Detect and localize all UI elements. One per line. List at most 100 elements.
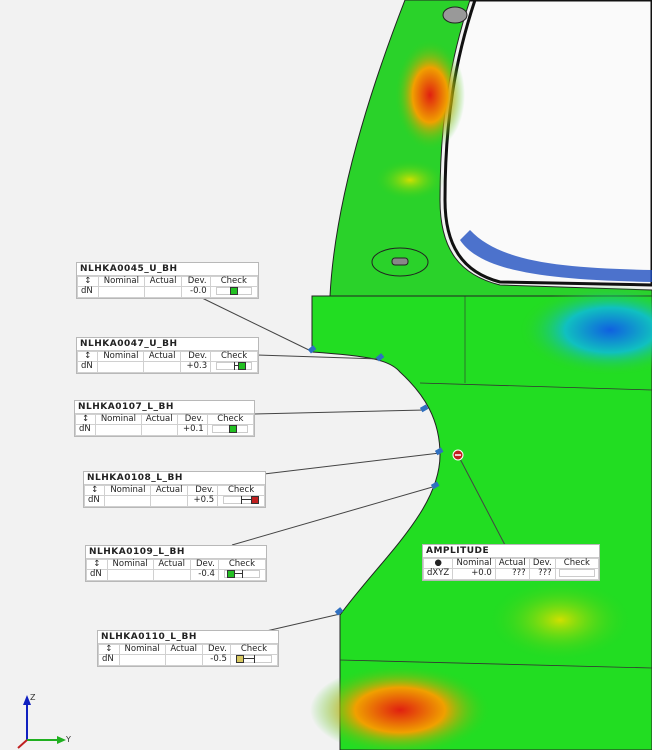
measurement-label[interactable]: NLHKA0047_U_BH ↕ Nominal Actual Dev. Check d… [76,337,259,374]
column-header: Actual [150,485,189,496]
cell: +0.5 [187,495,219,507]
leader-line [261,613,341,633]
column-header: Check [206,414,255,425]
column-header: ↕ [76,351,99,362]
measurement-label[interactable]: NLHKA0107_L_BH ↕ Nominal Actual Dev. Check d… [74,400,255,437]
check-center-tick [253,655,255,663]
label-table: ↕ Nominal Actual Dev. Check dN +0.3 [76,351,258,373]
header-row: ↕ Nominal Actual Dev. Check [83,485,265,496]
measurement-label[interactable]: NLHKA0110_L_BH ↕ Nominal Actual Dev. Check d… [97,630,279,667]
column-header: ● [422,558,454,569]
window-opening [443,0,652,287]
leader-lines [199,296,506,633]
cell: dN [74,424,97,436]
check-indicator [215,287,252,295]
measurement-point[interactable] [307,345,317,354]
column-header: Nominal [97,276,146,287]
axis-y-label: Y [65,735,71,744]
cell [106,569,154,581]
column-header: Dev. [181,276,211,287]
column-header: Actual [164,644,203,655]
cell [144,286,183,298]
leader-line [263,452,441,475]
check-indicator [558,569,595,577]
column-header: Actual [143,351,182,362]
measurement-points [307,345,444,616]
column-header: Check [554,558,600,569]
leader-line [457,454,506,546]
check-cell [210,361,258,373]
column-header: Actual [152,559,191,570]
label-title: NLHKA0110_L_BH [98,631,278,644]
cell [97,361,145,373]
label-title: NLHKA0107_L_BH [75,401,254,414]
axis-triad: Z Y [17,693,71,749]
leader-line [199,296,314,353]
column-header: ↕ [86,559,108,570]
measurement-label[interactable]: NLHKA0108_L_BH ↕ Nominal Actual Dev. Check d… [83,471,266,508]
measurement-label[interactable]: NLHKA0045_U_BH ↕ Nominal Actual Dev. Check d… [76,262,259,299]
check-cell [554,568,600,580]
header-row: ↕ Nominal Actual Dev. Check [76,351,258,362]
leader-line [256,354,381,360]
cell [150,495,189,507]
column-header: Dev. [187,485,219,496]
check-indicator [223,570,260,578]
column-header: Dev. [180,351,212,362]
measurement-point[interactable] [434,447,444,456]
label-title: AMPLITUDE [423,545,599,558]
label-table: ● Nominal Actual Dev. Check dXYZ +0.0?????? [422,558,600,580]
value-row: dXYZ +0.0?????? [422,568,600,580]
column-header: Dev. [528,558,556,569]
amplitude-label[interactable]: AMPLITUDE ● Nominal Actual Dev. Check dXYZ +0… [422,544,600,581]
column-header: Actual [494,558,530,569]
label-table: ↕ Nominal Actual Dev. Check dN -0.5 [98,644,279,666]
body-crease-line [419,382,652,391]
header-row: ↕ Nominal Actual Dev. Check [74,414,255,425]
cell: +0.1 [176,424,208,436]
header-row: ● Nominal Actual Dev. Check [422,558,600,569]
check-indicator [235,655,272,663]
deviation-hotspot [310,665,490,750]
check-center-tick [241,570,243,578]
check-cell [209,286,259,298]
column-header: Nominal [95,414,142,425]
column-header: Nominal [118,644,166,655]
y-axis-arrow-icon [57,736,66,744]
column-header: Check [209,276,259,287]
label-table: ↕ Nominal Actual Dev. Check dN +0.5 [83,485,265,507]
cell: -0.4 [189,569,219,581]
cell: ??? [494,568,530,580]
check-cell [217,569,267,581]
column-header: Nominal [106,559,154,570]
cell: +0.3 [180,361,212,373]
column-header: ↕ [74,414,97,425]
cell [140,424,178,436]
column-header: Actual [144,276,183,287]
deviation-hotspot [490,580,630,660]
measurement-label[interactable]: NLHKA0109_L_BH ↕ Nominal Actual Dev. Check d… [85,545,267,582]
column-header: Check [229,644,279,655]
cell [97,286,146,298]
check-status-marker [251,496,260,504]
check-deviation-bar [239,658,254,659]
cell [143,361,182,373]
cell: ??? [528,568,556,580]
header-row: ↕ Nominal Actual Dev. Check [86,559,267,570]
measurement-point[interactable] [419,404,429,413]
deviation-hotspot [375,160,445,200]
measurement-point[interactable] [375,353,385,362]
label-table: ↕ Nominal Actual Dev. Check dN +0.1 [74,414,255,436]
check-status-marker [229,425,238,433]
label-title: NLHKA0108_L_BH [84,472,265,485]
measurement-point[interactable] [430,481,440,490]
label-title: NLHKA0045_U_BH [77,263,258,276]
cell: dN [98,654,120,666]
body-crease-line [339,659,652,669]
column-header: Check [217,485,265,496]
header-row: ↕ Nominal Actual Dev. Check [77,276,259,287]
measurement-point[interactable] [334,607,344,616]
cell [95,424,142,436]
window-seal [460,230,652,282]
